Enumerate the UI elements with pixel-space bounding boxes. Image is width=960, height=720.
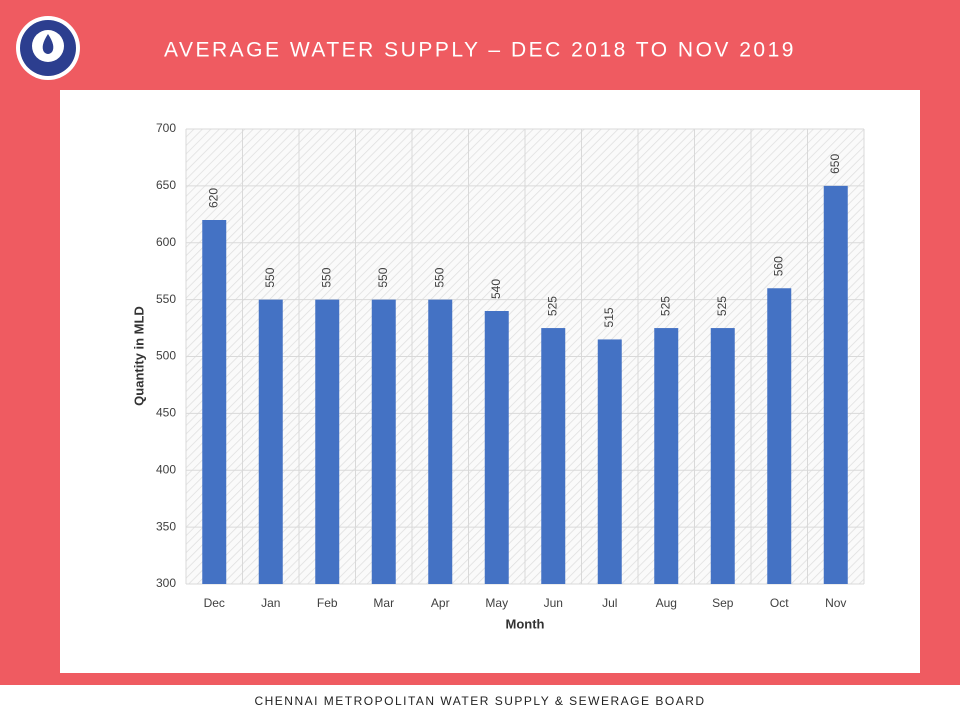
x-tick-label: Feb <box>317 596 338 610</box>
bar <box>597 339 622 584</box>
bar <box>710 328 735 584</box>
x-tick-label: Mar <box>373 596 394 610</box>
data-label: 525 <box>545 296 559 316</box>
x-tick-label: Sep <box>712 596 734 610</box>
x-tick-label: Jun <box>544 596 563 610</box>
x-axis-title: Month <box>506 616 545 631</box>
data-label: 650 <box>828 154 842 174</box>
y-tick-label: 300 <box>156 576 176 590</box>
x-tick-label: Apr <box>431 596 450 610</box>
bar <box>654 328 679 584</box>
bar <box>202 220 227 584</box>
bar <box>541 328 566 584</box>
bar <box>371 299 396 584</box>
data-label: 550 <box>319 267 333 287</box>
x-tick-label: May <box>485 596 508 610</box>
bar <box>823 185 848 584</box>
logo <box>16 16 80 80</box>
data-label: 515 <box>602 307 616 327</box>
y-tick-label: 550 <box>156 292 176 306</box>
data-label: 525 <box>658 296 672 316</box>
footer-text: CHENNAI METROPOLITAN WATER SUPPLY & SEWE… <box>254 694 705 708</box>
data-label: 550 <box>376 267 390 287</box>
bar <box>767 288 792 584</box>
x-tick-label: Dec <box>204 596 225 610</box>
y-tick-label: 400 <box>156 462 176 476</box>
y-tick-label: 500 <box>156 349 176 363</box>
data-label: 620 <box>206 188 220 208</box>
data-label: 550 <box>432 267 446 287</box>
y-tick-label: 450 <box>156 406 176 420</box>
bar <box>484 311 509 584</box>
data-label: 560 <box>771 256 785 276</box>
data-label: 540 <box>489 279 503 299</box>
x-tick-label: Aug <box>656 596 677 610</box>
bar <box>258 299 283 584</box>
data-label: 525 <box>715 296 729 316</box>
y-tick-label: 350 <box>156 519 176 533</box>
y-tick-label: 600 <box>156 235 176 249</box>
y-tick-label: 700 <box>156 121 176 135</box>
x-tick-label: Oct <box>770 596 789 610</box>
slide-title: AVERAGE WATER SUPPLY – DEC 2018 TO NOV 2… <box>164 39 796 62</box>
bar <box>315 299 340 584</box>
x-tick-label: Jul <box>602 596 617 610</box>
footer-band <box>0 685 960 720</box>
data-label: 550 <box>263 267 277 287</box>
x-tick-label: Nov <box>825 596 846 610</box>
y-axis-title: Quantity in MLD <box>131 306 146 406</box>
bar <box>428 299 453 584</box>
x-tick-label: Jan <box>261 596 280 610</box>
y-tick-label: 650 <box>156 178 176 192</box>
